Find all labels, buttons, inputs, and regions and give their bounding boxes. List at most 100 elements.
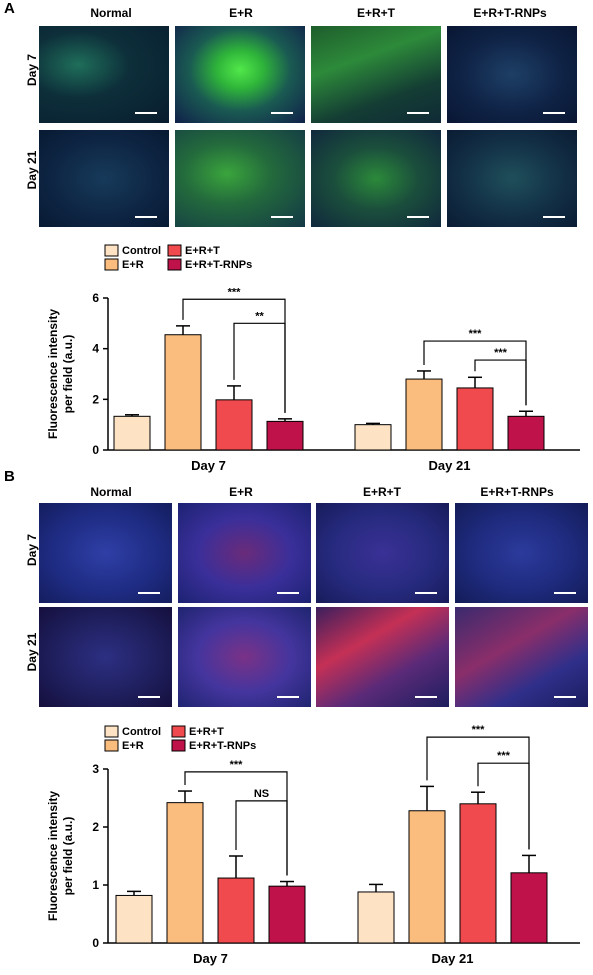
row-header-day21-a: Day 21 — [25, 150, 39, 190]
legend-swatch — [171, 739, 186, 752]
y-tick-label: 6 — [92, 291, 99, 305]
scale-bar — [277, 592, 299, 594]
bar — [164, 334, 202, 451]
bar — [266, 420, 304, 451]
bar-chart-a: Control E+R E+R+T E+R+T-RNPs 0 2 4 6 Fluorescenc… — [46, 244, 580, 473]
bar — [456, 387, 494, 451]
legend-swatch — [104, 244, 119, 257]
y-tick-label: 3 — [92, 762, 99, 776]
micrograph-a-ert-day7 — [311, 26, 441, 123]
y-tick-label: 4 — [92, 342, 99, 356]
legend-swatch — [167, 258, 182, 271]
bar — [217, 877, 255, 944]
column-header-normal-a: Normal — [90, 6, 132, 20]
scale-bar — [543, 112, 565, 114]
bar — [115, 894, 153, 944]
legend-label: Control — [122, 726, 161, 738]
micrograph-a-normal-day21 — [39, 130, 169, 227]
y-tick-label: 0 — [92, 443, 99, 457]
micrograph-b-er-day7 — [178, 503, 311, 603]
scale-bar — [415, 592, 437, 594]
row-header-day7-b: Day 7 — [25, 533, 39, 567]
significance-label: *** — [494, 347, 508, 359]
category-label: Day 7 — [191, 458, 226, 473]
scale-bar — [271, 216, 293, 218]
significance-bracket — [477, 762, 530, 850]
significance-bracket — [474, 359, 527, 406]
micrograph-b-normal-day21 — [39, 607, 172, 707]
bar — [113, 415, 151, 451]
panel-letter-a: A — [4, 0, 15, 17]
column-header-er-a: E+R — [229, 6, 253, 20]
panel-letter-b: B — [4, 468, 15, 485]
bar — [510, 872, 548, 944]
bar — [357, 891, 395, 944]
legend-swatch — [104, 725, 119, 738]
y-axis-label: per field (a.u.) — [61, 335, 75, 414]
scale-bar — [138, 592, 160, 594]
column-header-ert-a: E+R+T — [356, 6, 395, 20]
micrograph-b-ertrnp-day7 — [455, 503, 588, 603]
column-header-ertrnp-a: E+R+T-RNPs — [473, 6, 547, 20]
legend-swatch — [167, 244, 182, 257]
bar — [459, 803, 497, 944]
y-axis-label: Fluorescence intensity — [46, 791, 60, 921]
significance-label: ** — [255, 310, 264, 322]
category-label: Day 21 — [429, 458, 471, 473]
bar — [354, 424, 392, 451]
significance-bracket — [233, 322, 286, 413]
column-header-ert-b: E+R+T — [362, 485, 401, 499]
column-header-er-b: E+R — [229, 485, 253, 499]
micrograph-a-ertrnp-day7 — [447, 26, 577, 123]
legend-label: E+R+T — [189, 726, 224, 738]
row-header-day21-b: Day 21 — [25, 632, 39, 672]
significance-label: NS — [254, 788, 269, 800]
micrograph-b-ert-day21 — [316, 607, 449, 707]
micrograph-b-ert-day7 — [316, 503, 449, 603]
legend-label: E+R+T-RNPs — [189, 740, 256, 752]
scale-bar — [554, 592, 576, 594]
legend-label: E+R+T-RNPs — [185, 259, 252, 271]
scale-bar — [135, 112, 157, 114]
scale-bar — [543, 216, 565, 218]
bar-chart-b: Control E+R E+R+T E+R+T-RNPs 0 1 2 3 Fluorescenc… — [46, 724, 580, 966]
micrograph-b-normal-day7 — [39, 503, 172, 603]
row-header-day7-a: Day 7 — [25, 53, 39, 87]
scale-bar — [277, 696, 299, 698]
legend-label: E+R+T — [185, 245, 220, 257]
y-axis-label: Fluorescence intensity — [46, 309, 60, 439]
significance-label: *** — [497, 750, 511, 762]
bar — [405, 378, 443, 451]
legend-label: Control — [122, 245, 161, 257]
legend-swatch — [171, 725, 186, 738]
micrograph-b-ertrnp-day21 — [455, 607, 588, 707]
y-tick-label: 1 — [92, 878, 99, 892]
micrograph-a-ertrnp-day21 — [447, 130, 577, 227]
bar — [268, 885, 306, 944]
micrograph-a-normal-day7 — [39, 26, 169, 123]
scale-bar — [407, 112, 429, 114]
significance-bracket — [235, 800, 288, 876]
legend-label: E+R — [122, 740, 144, 752]
micrograph-b-er-day21 — [178, 607, 311, 707]
column-header-ertrnp-b: E+R+T-RNPs — [480, 485, 554, 499]
y-tick-label: 2 — [92, 820, 99, 834]
bar — [507, 415, 545, 451]
category-label: Day 7 — [193, 951, 228, 966]
scale-bar — [415, 696, 437, 698]
category-label: Day 21 — [432, 951, 474, 966]
micrograph-a-er-day21 — [175, 130, 305, 227]
scale-bar — [138, 696, 160, 698]
significance-label: *** — [472, 724, 486, 736]
significance-label: *** — [469, 328, 483, 340]
column-header-normal-b: Normal — [90, 485, 132, 499]
legend-swatch — [104, 739, 119, 752]
scale-bar — [135, 216, 157, 218]
legend-label: E+R — [122, 259, 144, 271]
significance-label: *** — [230, 759, 244, 771]
micrograph-a-er-day7 — [175, 26, 305, 123]
bar — [408, 810, 446, 944]
y-tick-label: 0 — [92, 936, 99, 950]
legend-swatch — [104, 258, 119, 271]
y-axis-label: per field (a.u.) — [61, 817, 75, 896]
